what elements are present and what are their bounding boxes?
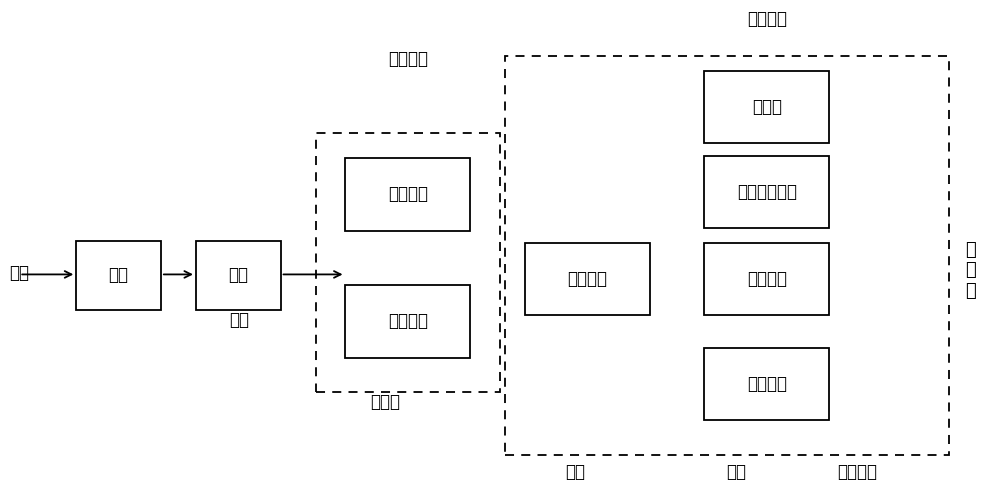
Text: 矿粒悬浮: 矿粒悬浮 (388, 185, 428, 203)
Text: 矿浆底泥: 矿浆底泥 (837, 463, 877, 481)
Text: 药剂作用: 药剂作用 (567, 270, 607, 288)
Text: 搅拌: 搅拌 (229, 311, 249, 329)
Text: 矿化气泡上浮: 矿化气泡上浮 (737, 183, 797, 201)
Bar (316, 133, 500, 392)
Text: 气泡矿化: 气泡矿化 (747, 270, 787, 288)
Bar (505, 56, 949, 455)
Bar (345, 286, 470, 358)
Text: 形成气泡: 形成气泡 (747, 375, 787, 393)
Bar (704, 243, 829, 315)
Text: 加入药剂: 加入药剂 (388, 50, 428, 68)
Bar (525, 243, 650, 315)
Text: 球磨: 球磨 (228, 267, 248, 285)
Text: 粉碎: 粉碎 (109, 267, 129, 285)
Text: 浮
选
槽: 浮 选 槽 (965, 240, 976, 300)
Text: 搅拌槽: 搅拌槽 (370, 393, 400, 411)
Bar (196, 240, 281, 310)
Text: 鼓风: 鼓风 (726, 463, 746, 481)
Bar (345, 158, 470, 230)
Text: 药剂混合: 药剂混合 (388, 313, 428, 331)
Bar (704, 348, 829, 420)
Text: 矿石: 矿石 (9, 264, 29, 282)
Bar (704, 71, 829, 143)
Bar (76, 240, 161, 310)
Bar (704, 156, 829, 228)
Text: 搅拌: 搅拌 (565, 463, 585, 481)
Text: 泡沫层: 泡沫层 (752, 98, 782, 116)
Text: 泡沫产品: 泡沫产品 (747, 10, 787, 28)
